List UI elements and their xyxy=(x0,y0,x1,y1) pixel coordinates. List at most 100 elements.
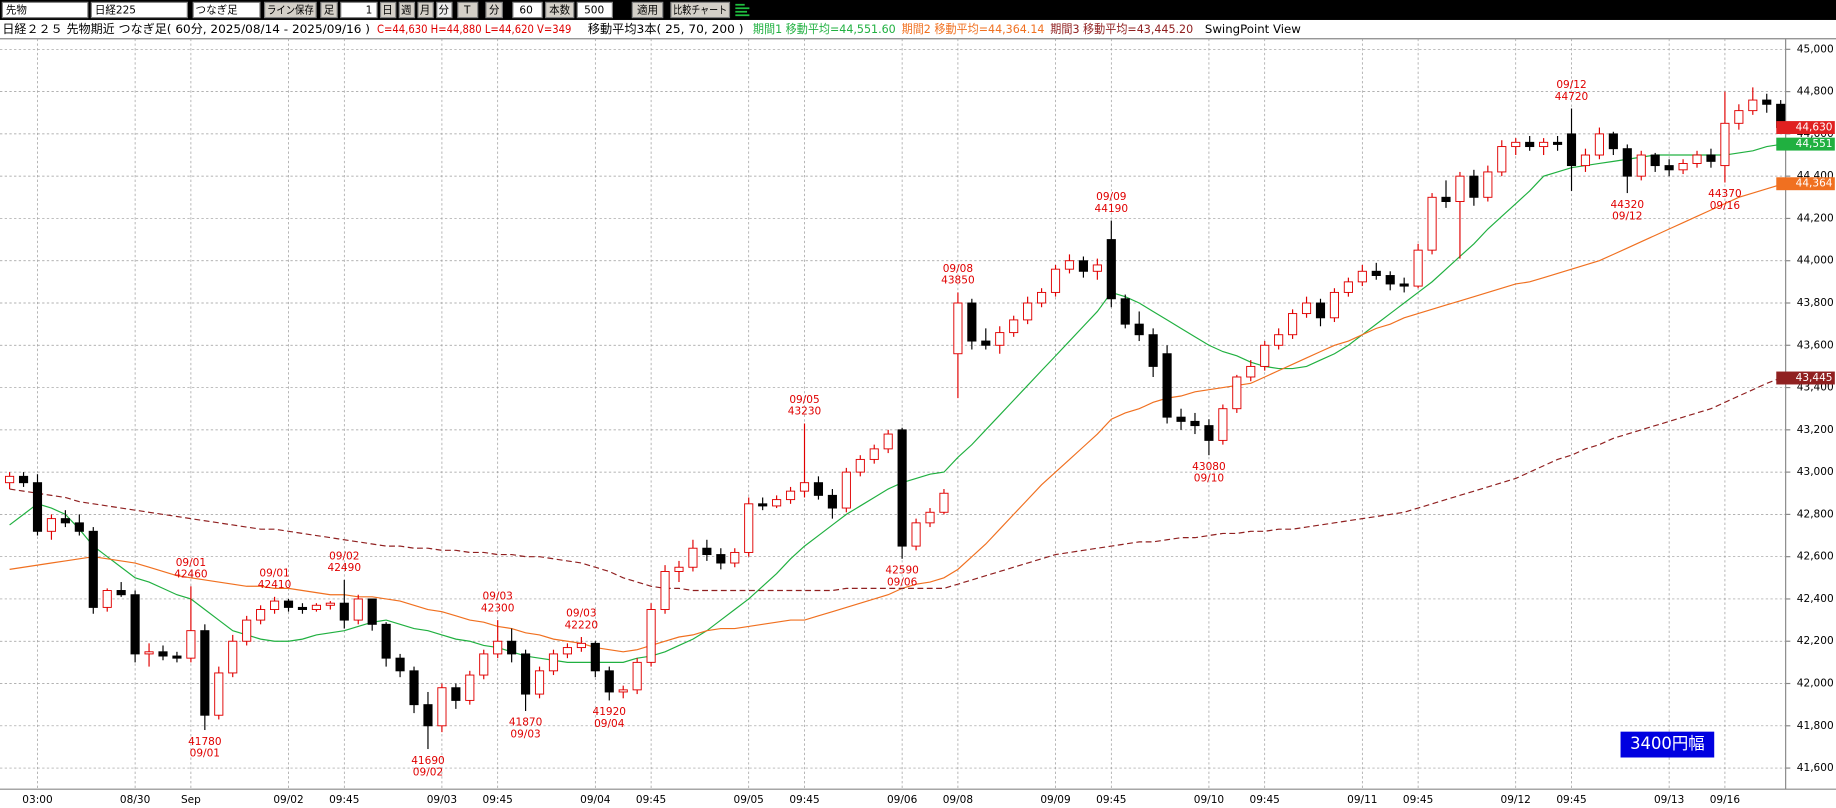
price-marker-label: 43,445 xyxy=(1796,372,1833,384)
y-tick-label: 45,000 xyxy=(1797,43,1834,55)
tick-button[interactable] xyxy=(457,1,479,19)
candle-body xyxy=(1176,416,1186,422)
y-tick-label: 44,200 xyxy=(1797,212,1834,224)
x-tick-label: 09:45 xyxy=(1250,794,1280,806)
candle-body xyxy=(1009,319,1019,334)
x-tick-label: 09:45 xyxy=(789,794,819,806)
candle-body xyxy=(981,340,991,346)
candle-body xyxy=(18,475,29,484)
candle-body xyxy=(325,602,335,606)
candle-body xyxy=(1511,141,1521,148)
y-tick-label: 42,800 xyxy=(1797,508,1834,520)
candle-body xyxy=(1301,302,1312,315)
candle-body xyxy=(632,661,642,691)
candle-body xyxy=(46,518,57,532)
candle-body xyxy=(32,482,43,532)
candle-body xyxy=(130,594,140,655)
x-tick-label: 09/03 xyxy=(427,794,457,806)
candle-body xyxy=(1120,298,1130,325)
candle-body xyxy=(493,640,503,655)
candle-body xyxy=(60,518,70,524)
candle-body xyxy=(1580,154,1591,167)
candle-body xyxy=(674,566,684,572)
candle-body xyxy=(1650,154,1660,167)
candle-body xyxy=(521,653,531,695)
price-marker-label: 44,364 xyxy=(1796,178,1833,190)
bar-type-text: つなぎ足 xyxy=(196,4,239,17)
count-input[interactable] xyxy=(340,1,378,19)
candle-body xyxy=(534,670,545,695)
candle-body xyxy=(1050,268,1061,293)
x-tick-label: 09/09 xyxy=(1040,794,1070,806)
candle-body xyxy=(228,640,238,674)
candle-body xyxy=(283,600,294,608)
swing-low-value: 41690 xyxy=(411,755,445,767)
compare-button[interactable] xyxy=(670,1,731,19)
candle-body xyxy=(1539,141,1549,148)
y-tick-label: 43,200 xyxy=(1797,424,1834,436)
y-tick-label: 42,600 xyxy=(1797,551,1834,563)
candle-body xyxy=(618,689,628,693)
x-tick-label: 09/16 xyxy=(1710,794,1741,806)
month-button[interactable] xyxy=(417,1,434,19)
swing-high-date: 09/08 xyxy=(943,263,973,275)
swing-high-value: 42220 xyxy=(565,619,599,631)
ashi-label-box xyxy=(320,1,338,19)
candle-body xyxy=(1106,239,1116,300)
apply-button[interactable] xyxy=(631,1,664,19)
candle-body xyxy=(772,499,782,507)
interval-input[interactable] xyxy=(512,1,543,19)
x-tick-label: 09:45 xyxy=(1556,794,1586,806)
day-button[interactable] xyxy=(379,1,397,19)
candle-body xyxy=(409,670,419,706)
candle-body xyxy=(1483,171,1493,198)
candle-body xyxy=(1190,420,1200,427)
candle-body xyxy=(507,640,517,655)
candle-body xyxy=(1343,281,1353,293)
swing-low-value: 44370 xyxy=(1708,188,1742,200)
price-marker-label: 44,630 xyxy=(1796,122,1833,134)
candle-body xyxy=(1427,196,1437,251)
ma-layer xyxy=(9,143,1781,663)
candle-body xyxy=(88,530,98,608)
candle-body xyxy=(102,590,112,608)
candle-body xyxy=(1748,99,1758,112)
bars-label-box xyxy=(545,1,575,19)
x-tick-label: 09/05 xyxy=(734,794,764,806)
candle-body xyxy=(1329,291,1340,319)
candle-body xyxy=(1092,264,1102,272)
index-select[interactable] xyxy=(90,1,188,19)
week-button[interactable] xyxy=(398,1,416,19)
swing-high-date: 09/12 xyxy=(1556,79,1586,91)
minute-button[interactable] xyxy=(436,1,453,19)
candle-body xyxy=(1664,165,1674,171)
week-button-text: 週 xyxy=(401,5,412,17)
candle-body xyxy=(297,606,308,610)
market-select[interactable] xyxy=(1,1,89,19)
x-tick-label: 09/13 xyxy=(1654,794,1684,806)
bars-input[interactable] xyxy=(576,1,613,19)
swing-low-value: 44320 xyxy=(1611,199,1645,211)
candle-body xyxy=(785,490,796,501)
legend-entry: 期間2 移動平均=44,364.14 xyxy=(902,22,1045,36)
swing-low-value: 42590 xyxy=(885,565,919,577)
candle-body xyxy=(646,609,656,663)
month-button-text: 月 xyxy=(420,5,431,17)
minute-label-box xyxy=(485,1,503,19)
compare-button-text: 比較チャート xyxy=(673,4,727,17)
swing-high-date: 09/03 xyxy=(566,608,596,620)
candle-body xyxy=(1455,175,1465,203)
y-tick-label: 44,000 xyxy=(1797,255,1834,267)
candle-body xyxy=(451,687,461,701)
save-button[interactable] xyxy=(264,1,317,19)
x-tick-label: 09/11 xyxy=(1347,794,1377,806)
x-tick-label: 09/12 xyxy=(1501,794,1531,806)
swing-high-value: 44720 xyxy=(1555,91,1589,103)
candle-body xyxy=(1023,302,1033,321)
candle-body xyxy=(883,433,893,450)
candle-body xyxy=(1762,99,1772,105)
bar-type-select[interactable] xyxy=(192,1,261,19)
price-marker-label: 44,551 xyxy=(1796,138,1833,150)
chart-icon[interactable] xyxy=(735,3,750,17)
